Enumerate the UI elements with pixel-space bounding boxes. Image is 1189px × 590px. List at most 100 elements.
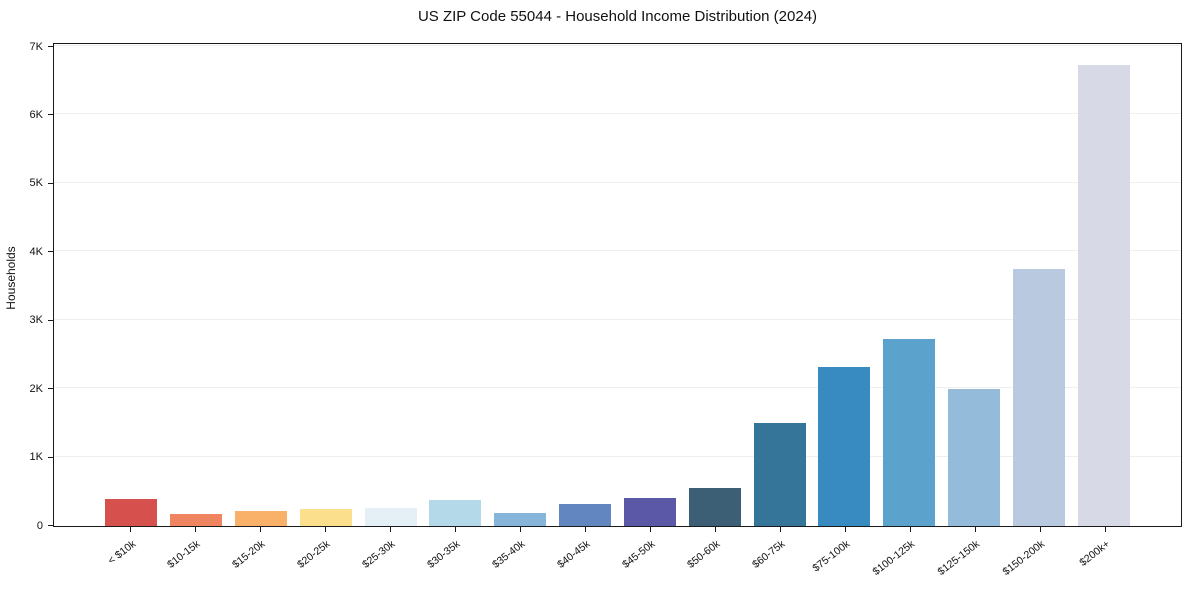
x-slot: $15-20k xyxy=(228,527,293,590)
bar-slot xyxy=(358,44,423,526)
bar-$30-35k xyxy=(429,499,482,526)
y-tick-mark xyxy=(48,251,53,253)
x-tick-label: $25-30k xyxy=(360,538,398,571)
x-tick-mark xyxy=(455,527,457,532)
x-tick-mark xyxy=(325,527,327,532)
y-tick-mark xyxy=(48,456,53,458)
bar-slot xyxy=(1071,44,1136,526)
x-tick-label: $75-100k xyxy=(810,538,853,575)
x-axis-ticks: < $10k $10-15k $15-20k $20-25k $25-30k $30-35… xyxy=(53,527,1182,590)
bar-$60-75k xyxy=(753,422,806,526)
x-slot: $20-25k xyxy=(293,527,358,590)
bar-$75-100k xyxy=(818,367,871,526)
x-slot: $100-125k xyxy=(871,527,942,590)
bar-$40-45k xyxy=(559,504,612,526)
y-tick-mark xyxy=(48,319,53,321)
x-tick-label: $150-200k xyxy=(1000,538,1047,579)
x-slot: $30-35k xyxy=(423,527,488,590)
x-tick-label: $60-75k xyxy=(749,538,788,571)
x-slot: $125-150k xyxy=(936,527,1007,590)
bar-slot xyxy=(682,44,747,526)
y-tick-mark xyxy=(48,525,53,526)
bar-$200k+ xyxy=(1077,64,1130,526)
y-tick-label: 6K xyxy=(29,108,43,121)
x-tick-mark xyxy=(520,527,522,532)
x-tick-label: $200k+ xyxy=(1077,538,1112,569)
gridline xyxy=(54,455,1181,457)
y-tick-label: 7K xyxy=(29,40,43,53)
bar-slot xyxy=(293,44,358,526)
x-tick-mark xyxy=(585,527,587,532)
x-slot: $60-75k xyxy=(747,527,812,590)
bar-slot xyxy=(747,44,812,526)
x-tick-label: $100-125k xyxy=(870,538,918,579)
x-slot: < $10k xyxy=(98,527,163,590)
y-tick-label: 2K xyxy=(29,382,43,395)
bar-slot xyxy=(229,44,294,526)
chart-title: US ZIP Code 55044 - Household Income Dis… xyxy=(417,8,818,25)
bar-slot xyxy=(877,44,942,526)
gridline xyxy=(54,181,1181,183)
gridline xyxy=(54,45,1181,46)
x-slot: $50-60k xyxy=(682,527,747,590)
bar-$125-150k xyxy=(947,389,1000,526)
x-tick-label: $45-50k xyxy=(620,538,658,571)
bar-$45-50k xyxy=(623,497,676,526)
gridline xyxy=(54,387,1181,389)
bar-slot xyxy=(423,44,488,526)
bar-$10-15k xyxy=(170,514,223,526)
x-tick-mark xyxy=(390,527,392,532)
x-slot: $40-45k xyxy=(553,527,618,590)
x-tick-label: $40-45k xyxy=(555,538,593,571)
bar-$20-25k xyxy=(299,509,352,526)
bar-$100-125k xyxy=(883,338,936,526)
y-tick-label: 5K xyxy=(29,177,43,190)
x-tick-label: $50-60k xyxy=(684,538,723,571)
bar-$50-60k xyxy=(688,488,741,526)
x-tick-mark xyxy=(714,527,716,532)
x-tick-label: $15-20k xyxy=(230,538,268,571)
x-tick-label: $30-35k xyxy=(425,538,463,571)
x-tick-mark xyxy=(130,527,132,532)
x-slot: $200k+ xyxy=(1072,527,1137,590)
bar-slot xyxy=(618,44,683,526)
bar-$25-30k xyxy=(364,507,417,526)
x-slot: $10-15k xyxy=(163,527,228,590)
bar-slot xyxy=(812,44,877,526)
x-tick-mark xyxy=(649,527,651,532)
bar-< $10k xyxy=(105,499,158,526)
x-tick-label: $20-25k xyxy=(295,538,333,571)
x-slot: $35-40k xyxy=(488,527,553,590)
bar-slot xyxy=(99,44,164,526)
plot-area xyxy=(53,43,1182,527)
y-axis-ticks: 0 1K 2K 3K 4K 5K 6K 7K xyxy=(0,40,53,532)
bar-slot xyxy=(164,44,229,526)
x-slot: $150-200k xyxy=(1000,527,1072,590)
x-tick-mark xyxy=(909,527,911,532)
x-slot: $25-30k xyxy=(358,527,423,590)
y-tick-label: 0 xyxy=(36,519,43,532)
gridline xyxy=(54,113,1181,115)
bar-$35-40k xyxy=(494,513,547,526)
x-tick-mark xyxy=(779,527,781,532)
x-tick-label: $35-40k xyxy=(490,538,528,571)
x-tick-label: $10-15k xyxy=(165,538,203,571)
x-tick-mark xyxy=(1104,527,1106,532)
gridline xyxy=(54,318,1181,320)
bar-$150-200k xyxy=(1012,268,1065,526)
bar-slot xyxy=(553,44,618,526)
y-tick-mark xyxy=(48,182,53,184)
y-tick-label: 4K xyxy=(29,245,43,258)
bar-slot xyxy=(488,44,553,526)
y-tick-mark xyxy=(48,114,53,116)
x-tick-mark xyxy=(974,527,976,532)
y-tick-mark xyxy=(48,46,53,47)
x-tick-label: $125-150k xyxy=(935,538,983,579)
x-tick-label: < $10k xyxy=(105,538,138,568)
x-tick-mark xyxy=(260,527,262,532)
x-tick-mark xyxy=(1039,527,1041,532)
bars-row xyxy=(54,44,1181,526)
y-tick-mark xyxy=(48,388,53,390)
bar-slot xyxy=(1006,44,1071,526)
x-tick-mark xyxy=(195,527,197,532)
